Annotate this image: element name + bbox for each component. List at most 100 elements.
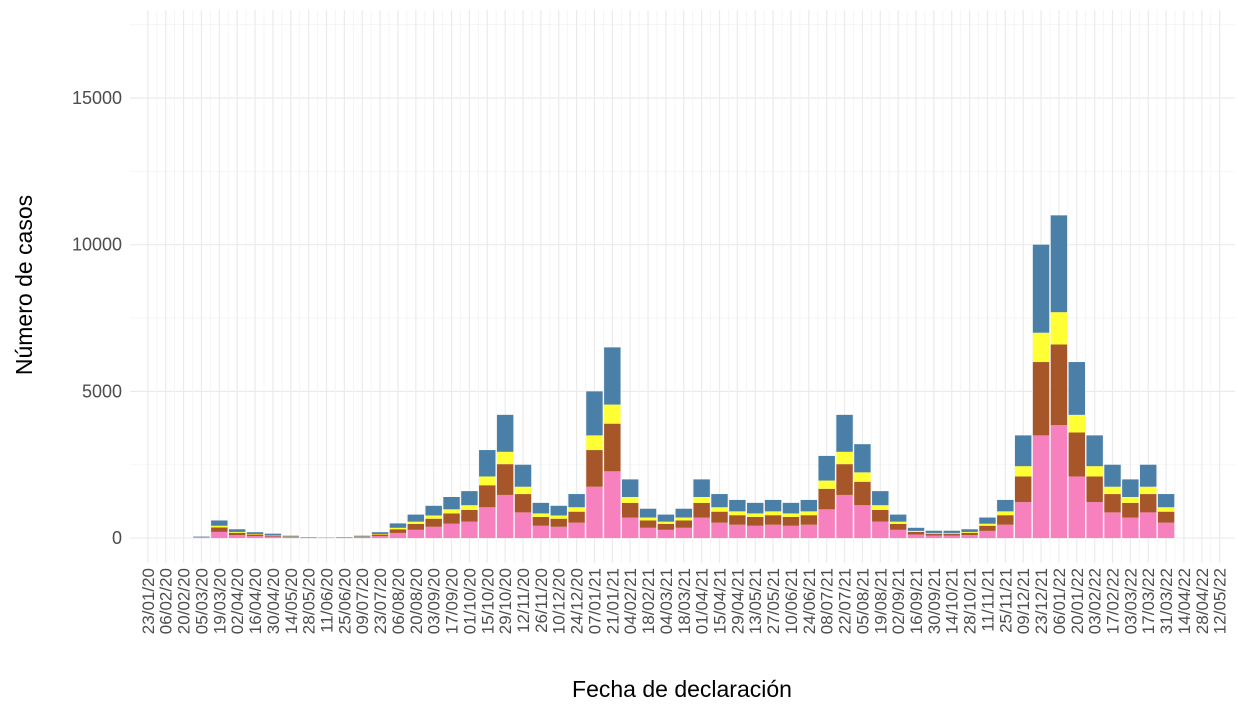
bars [193,215,1175,539]
bar-segment [675,520,692,528]
bar-segment [354,535,371,537]
bar-segment [604,423,621,472]
bar-segment [228,534,246,539]
bar-segment [389,529,407,533]
x-tick-label: 16/09/21 [907,568,926,634]
bar-segment [657,529,675,539]
bar-segment [1014,502,1032,539]
bar-segment [711,494,728,508]
bar-segment [407,514,425,522]
x-tick-label: 28/10/21 [961,568,980,634]
x-tick-label: 02/09/21 [889,568,908,634]
bar-segment [1140,486,1157,495]
bar-segment [246,532,264,534]
bar-segment [550,515,567,519]
bar-segment [246,533,264,535]
x-tick-label: 20/02/20 [175,568,194,634]
bar-segment [514,464,532,487]
x-tick-label: 17/09/20 [443,568,462,634]
bar-segment [872,491,889,506]
bar-segment [371,536,389,539]
bar-segment [889,523,907,530]
x-tick-label: 06/01/22 [1050,568,1069,634]
x-tick-label: 17/03/22 [1139,568,1158,634]
bar-segment [443,496,460,510]
bar-segment [282,536,299,538]
bar-segment [854,481,871,506]
x-tick-label: 13/05/21 [746,568,765,634]
x-tick-label: 14/10/21 [943,568,962,634]
x-tick-label: 25/11/21 [996,568,1015,633]
bar-segment [621,479,639,497]
x-tick-label: 14/05/20 [282,568,301,634]
bar-segment [943,530,960,533]
bar-segment [228,532,246,535]
bar-segment [675,527,692,539]
x-tick-label: 22/07/21 [836,568,855,634]
x-tick-label: 28/05/20 [300,568,319,634]
x-tick-label: 07/01/21 [585,568,604,634]
x-tick-label: 01/04/21 [693,568,712,634]
x-tick-label: 23/12/21 [1032,568,1051,634]
bar-segment [354,536,371,538]
bar-segment [425,505,442,516]
bar-segment [764,524,782,539]
bar-segment [479,476,496,486]
bar-segment [550,518,567,527]
bar-segment [1086,435,1103,467]
bar-segment [461,521,478,539]
grid [130,10,1235,563]
bar-segment [604,471,621,539]
bar-segment [997,499,1014,512]
x-tick-label: 21/01/21 [603,568,622,634]
bar-segment [604,347,621,405]
x-tick-label: 05/08/21 [853,568,872,634]
x-tick-label: 10/06/21 [782,568,801,634]
bar-segment [1104,494,1121,513]
bar-segment [657,521,675,524]
bar-segment [889,514,907,522]
x-tick-label: 30/04/20 [264,568,283,634]
bar-segment [264,536,282,539]
x-tick-label: 19/03/20 [210,568,229,634]
bar-segment [961,534,978,539]
x-tick-label: 06/08/20 [389,568,408,634]
y-tick-label: 15000 [72,88,122,108]
x-tick-label: 15/10/20 [478,568,497,634]
bar-segment [389,532,407,539]
bar-segment [800,511,818,516]
bar-segment [782,525,800,539]
bar-segment [979,530,996,539]
bar-segment [657,514,675,522]
bar-segment [568,511,585,523]
bar-segment [782,513,800,517]
bar-segment [1068,476,1085,539]
bar-segment [443,509,460,514]
x-tick-label: 14/04/22 [1175,568,1194,634]
bar-segment [1157,507,1175,512]
bar-segment [586,391,603,436]
bar-segment [979,523,996,526]
bar-segment [693,502,710,518]
bar-segment [264,535,282,537]
x-tick-label: 01/10/20 [460,568,479,634]
bar-segment [961,529,978,532]
x-tick-label: 18/03/21 [675,568,694,634]
bar-segment [211,525,228,528]
x-tick-label: 03/03/22 [1121,568,1140,634]
bar-segment [872,505,889,510]
x-tick-label: 25/06/20 [335,568,354,634]
bar-segment [1068,362,1085,415]
bar-segment [193,537,210,539]
bar-segment [621,496,639,503]
bar-segment [1122,517,1139,539]
x-tick-label: 24/12/20 [568,568,587,634]
bar-segment [711,507,728,512]
bar-segment [818,488,835,510]
x-tick-label: 23/07/20 [371,568,390,634]
x-tick-label: 03/02/22 [1086,568,1105,634]
bar-segment [621,517,639,539]
bar-segment [1014,466,1032,477]
bar-segment [943,532,960,534]
